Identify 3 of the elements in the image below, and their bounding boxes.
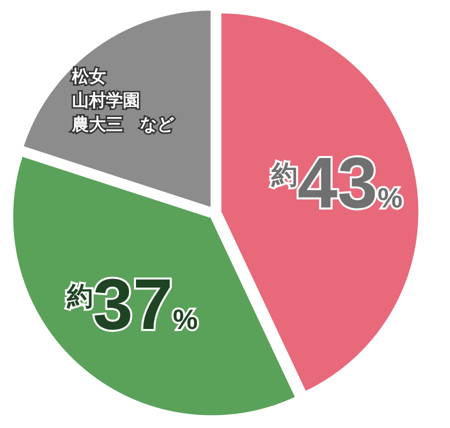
annotation: 農大三 など <box>72 115 174 135</box>
annotation: 松女 <box>72 67 106 87</box>
annotation: 山村学園 <box>72 91 140 111</box>
